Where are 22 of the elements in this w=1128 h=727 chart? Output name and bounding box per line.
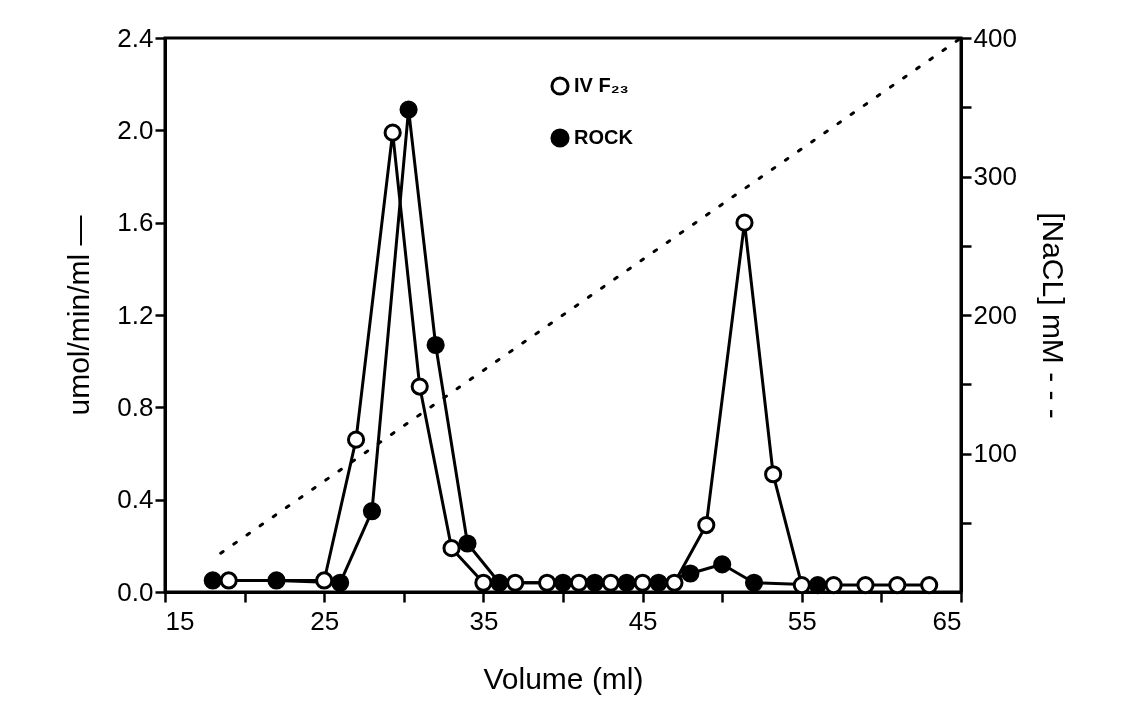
y2-tick-label: 400 — [973, 22, 1017, 53]
y-tick-label: 0.4 — [117, 484, 154, 515]
x-axis-title: Volume (ml) — [483, 661, 644, 695]
legend-label: ROCK — [574, 126, 634, 148]
y-axis-title: umol/min/ml — — [62, 215, 96, 416]
y-tick-label: 0.0 — [117, 576, 154, 607]
x-tick-label: 45 — [628, 605, 658, 636]
y-tick-label: 1.2 — [117, 299, 154, 330]
x-tick-label: 55 — [787, 605, 817, 636]
y2-tick-label: 100 — [973, 438, 1017, 468]
y-tick-label: 0.8 — [117, 391, 154, 422]
y-tick-label: 1.6 — [117, 207, 154, 238]
x-tick-label: 25 — [310, 605, 340, 636]
x-tick-label: 65 — [932, 605, 962, 636]
y2-tick-label: 200 — [973, 299, 1017, 330]
y-tick-label: 2.0 — [117, 114, 154, 145]
y-tick-label: 2.4 — [117, 22, 154, 53]
y2-tick-label: 300 — [973, 161, 1017, 191]
x-tick-label: 35 — [469, 605, 499, 636]
legend-label: IV F₂₃ — [574, 74, 629, 96]
x-tick-label: 15 — [165, 605, 195, 636]
y2-axis-title: [NaCL] mM - - - — [1036, 212, 1070, 419]
